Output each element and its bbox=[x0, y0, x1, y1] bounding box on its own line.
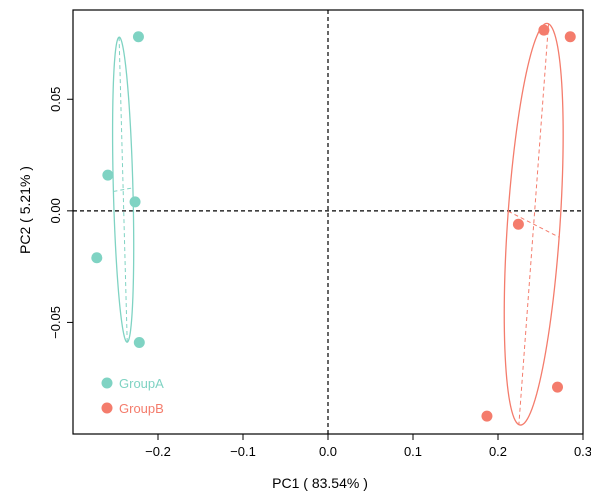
groupa-data-point bbox=[102, 169, 114, 181]
groupa-data-point bbox=[129, 196, 141, 208]
y-tick-label: −0.05 bbox=[48, 306, 63, 339]
groupa-data-point bbox=[91, 252, 103, 264]
groupb-ellipse-major-axis bbox=[518, 23, 550, 425]
legend-label-groupb: GroupB bbox=[119, 401, 164, 416]
legend-label-groupa: GroupA bbox=[119, 376, 164, 391]
x-tick-label: 0.1 bbox=[404, 444, 422, 459]
groupb-data-point bbox=[564, 31, 576, 43]
x-tick-label: −0.2 bbox=[145, 444, 171, 459]
groupb-data-point bbox=[552, 381, 563, 393]
groupb-data-point bbox=[481, 410, 493, 422]
legend-marker-groupb bbox=[101, 402, 113, 414]
x-tick-label: 0.0 bbox=[319, 444, 337, 459]
y-axis-title: PC2 ( 5.21% ) bbox=[17, 166, 33, 254]
groupb-data-point bbox=[538, 24, 550, 36]
groupb-data-point bbox=[512, 218, 524, 230]
groupa-ellipse-minor-axis bbox=[113, 187, 133, 192]
legend-marker-groupa bbox=[101, 377, 113, 389]
y-tick-label: 0.05 bbox=[48, 87, 63, 112]
groupa-confidence-ellipse bbox=[111, 36, 135, 343]
groupa-data-point bbox=[133, 337, 145, 349]
groupa-data-point bbox=[132, 31, 144, 43]
x-tick-label: 0.2 bbox=[489, 444, 507, 459]
plot-area: −0.2 −0.1 0.0 0.1 0.2 0.3 −0.05 0.00 0.05 GroupA G… bbox=[48, 9, 591, 459]
x-tick-label: −0.1 bbox=[230, 444, 256, 459]
x-tick-label: 0.3 bbox=[574, 444, 591, 459]
groupb-ellipse-minor-axis bbox=[508, 210, 560, 238]
y-tick-label: 0.00 bbox=[48, 198, 63, 223]
groupb-confidence-ellipse bbox=[503, 22, 564, 426]
groupa-ellipse-major-axis bbox=[118, 37, 128, 343]
x-axis-title: PC1 ( 83.54% ) bbox=[272, 475, 368, 491]
